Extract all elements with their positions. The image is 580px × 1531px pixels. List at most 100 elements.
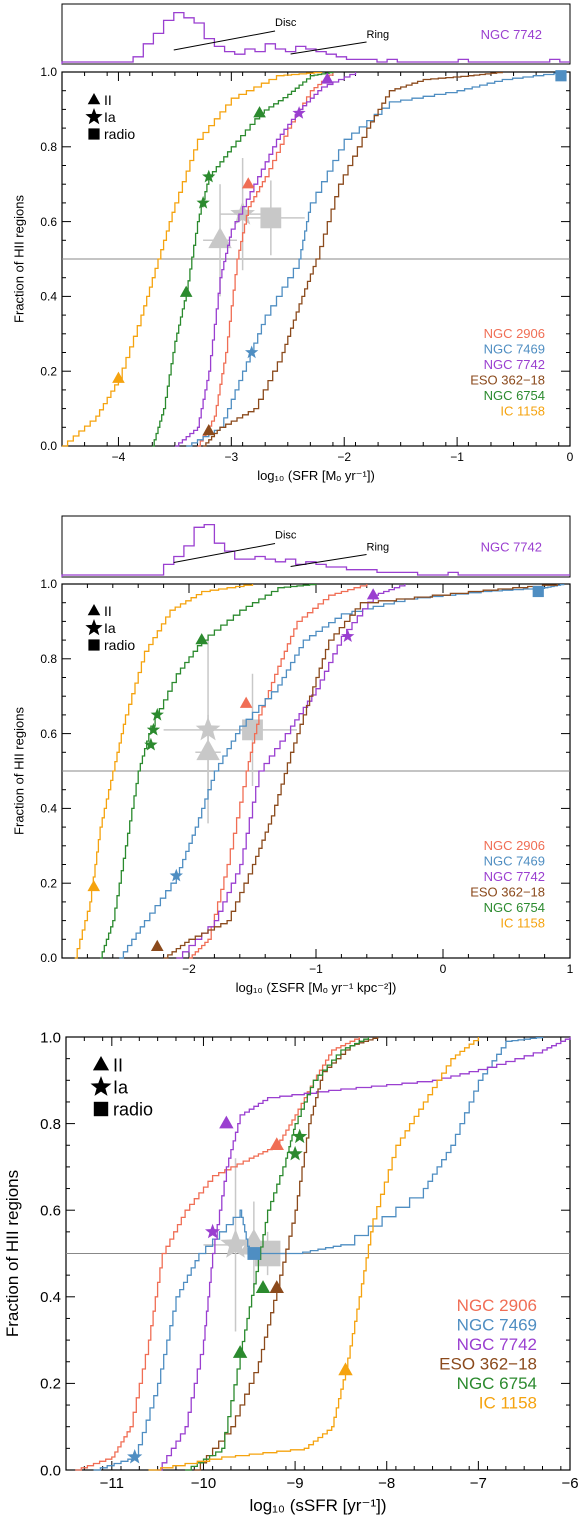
legend-ngc-7742: NGC 7742 bbox=[484, 357, 545, 372]
y-tick-label: 0.6 bbox=[40, 215, 57, 229]
cdf-line-ngc-6754 bbox=[100, 583, 317, 959]
legend-square-marker bbox=[93, 1101, 109, 1117]
summary-star-marker bbox=[195, 716, 221, 741]
cdf-line-ngc-7742 bbox=[157, 1037, 571, 1471]
inset-galaxy-label: NGC 7742 bbox=[481, 27, 542, 42]
cdf-line-ngc-7469 bbox=[93, 1037, 544, 1471]
ngc-6754-star-marker bbox=[146, 722, 161, 736]
y-tick-label: 0.0 bbox=[40, 439, 57, 453]
ngc-7742-triangle-marker bbox=[219, 1115, 234, 1129]
y-tick-label: 1.0 bbox=[40, 577, 57, 591]
ngc-6754-star-marker bbox=[292, 1128, 308, 1144]
x-axis-label: log₁₀ (sSFR [yr⁻¹]) bbox=[250, 1496, 387, 1515]
ngc-7742-star-marker bbox=[292, 106, 306, 119]
legend-star-marker bbox=[85, 619, 103, 636]
x-tick-label: −9 bbox=[287, 1475, 304, 1492]
ngc-7742-triangle-marker bbox=[320, 72, 334, 84]
cdf-line-ngc-2906 bbox=[189, 584, 368, 959]
ngc-6754-triangle-marker bbox=[179, 285, 193, 297]
ngc-7742-triangle-marker bbox=[366, 588, 380, 600]
ring-label: Ring bbox=[367, 29, 390, 41]
legend-eso-362-18: ESO 362−18 bbox=[439, 1355, 537, 1374]
legend-eso-362-18: ESO 362−18 bbox=[470, 373, 545, 388]
legend-square-marker bbox=[88, 128, 100, 140]
y-tick-label: 0.4 bbox=[40, 802, 57, 816]
x-tick-label: −3 bbox=[224, 450, 238, 464]
y-tick-label: 1.0 bbox=[40, 1029, 61, 1046]
x-tick-label: −10 bbox=[191, 1475, 216, 1492]
legend-ic-1158: IC 1158 bbox=[500, 404, 545, 419]
summary-triangle-marker bbox=[208, 227, 232, 249]
legend-star-label: Ia bbox=[104, 109, 116, 125]
cdf-line-ic-1158 bbox=[62, 71, 323, 447]
disc-pointer bbox=[173, 543, 276, 563]
legend-square-label: radio bbox=[104, 637, 135, 653]
ngc-6754-triangle-marker bbox=[253, 106, 266, 118]
legend-square-label: radio bbox=[104, 126, 135, 142]
legend-triangle-marker bbox=[92, 1056, 110, 1071]
ngc-7469-square-marker bbox=[247, 1247, 261, 1260]
y-axis-label: Fraction of HII regions bbox=[12, 707, 27, 835]
ngc-7469-square-marker bbox=[532, 585, 544, 598]
x-tick-label: 0 bbox=[440, 962, 447, 976]
ngc-7469-square-marker bbox=[555, 70, 567, 82]
ngc-7469-star-marker bbox=[169, 868, 183, 882]
inset-frame bbox=[61, 3, 571, 65]
legend-triangle-label: II bbox=[113, 1055, 123, 1075]
ic-1158-triangle-marker bbox=[338, 1362, 353, 1376]
eso-362-18-triangle-marker bbox=[150, 939, 164, 951]
legend-ic-1158: IC 1158 bbox=[479, 1394, 537, 1413]
ngc-6754-triangle-marker bbox=[195, 633, 208, 645]
legend-triangle-label: II bbox=[104, 603, 112, 619]
legend-ngc-6754: NGC 6754 bbox=[484, 388, 545, 403]
y-tick-label: 0.6 bbox=[40, 1202, 61, 1219]
legend-ic-1158: IC 1158 bbox=[500, 916, 545, 931]
ngc-2906-triangle-marker bbox=[239, 696, 253, 708]
legend-triangle-label: II bbox=[104, 92, 112, 108]
legend-ngc-6754: NGC 6754 bbox=[484, 900, 545, 915]
x-tick-label: 0 bbox=[567, 450, 574, 464]
y-tick-label: 0.2 bbox=[40, 876, 57, 890]
legend-star-label: Ia bbox=[113, 1077, 129, 1097]
ic-1158-triangle-marker bbox=[87, 879, 101, 892]
legend-square-label: radio bbox=[113, 1099, 153, 1119]
legend-star-marker bbox=[85, 108, 103, 125]
ic-1158-triangle-marker bbox=[112, 371, 125, 383]
y-axis-label: Fraction of HII regions bbox=[3, 1170, 22, 1337]
ring-label: Ring bbox=[367, 542, 390, 554]
x-tick-label: −4 bbox=[112, 450, 126, 464]
cdf-line-ngc-6754 bbox=[185, 1037, 370, 1471]
inset-histogram-panel: NGC 7742 Disc Ring bbox=[61, 3, 571, 65]
y-tick-label: 0.8 bbox=[40, 652, 57, 666]
x-tick-label: −7 bbox=[470, 1475, 487, 1492]
ngc-6754-star-marker bbox=[144, 737, 158, 751]
cdf-line-ic-1158 bbox=[74, 584, 254, 959]
y-tick-label: 0.8 bbox=[40, 140, 57, 154]
cdf-line-ngc-7742 bbox=[176, 584, 406, 959]
inset-histogram-line bbox=[61, 11, 570, 64]
summary-square-marker bbox=[260, 207, 282, 229]
y-tick-label: 0.2 bbox=[40, 364, 57, 378]
ngc-6754-star-marker bbox=[150, 707, 164, 721]
eso-362-18-triangle-marker bbox=[269, 1280, 284, 1293]
chart-panel-1: NGC 7742 Disc Ring −4 −3 −2 −1 0 0.0 0.2 0.4 0.6 0.8… bbox=[12, 3, 574, 483]
legend-triangle-marker bbox=[87, 93, 101, 105]
ngc-6754-triangle-marker bbox=[255, 1280, 271, 1293]
ngc-6754-star-marker bbox=[196, 195, 210, 209]
ring-pointer bbox=[290, 41, 367, 55]
x-tick-label: −1 bbox=[450, 450, 464, 464]
inset-histogram-panel: NGC 7742 Disc Ring bbox=[61, 515, 571, 578]
cdf-line-ngc-7469 bbox=[186, 72, 566, 447]
legend-square-marker bbox=[88, 639, 100, 651]
ngc-6754-star-marker bbox=[202, 169, 216, 183]
legend-ngc-6754: NGC 6754 bbox=[457, 1374, 537, 1393]
x-axis-label: log₁₀ (SFR [Mₒ yr⁻¹]) bbox=[257, 468, 375, 483]
ngc-6754-star-marker bbox=[287, 1145, 303, 1161]
x-axis-label: log₁₀ (ΣSFR [Mₒ yr⁻¹ kpc⁻²]) bbox=[236, 980, 397, 995]
cdf-line-eso-362-18 bbox=[203, 71, 503, 447]
legend-ngc-2906: NGC 2906 bbox=[457, 1296, 537, 1315]
legend-ngc-7469: NGC 7469 bbox=[484, 342, 545, 357]
cdf-line-eso-362-18 bbox=[163, 584, 558, 959]
